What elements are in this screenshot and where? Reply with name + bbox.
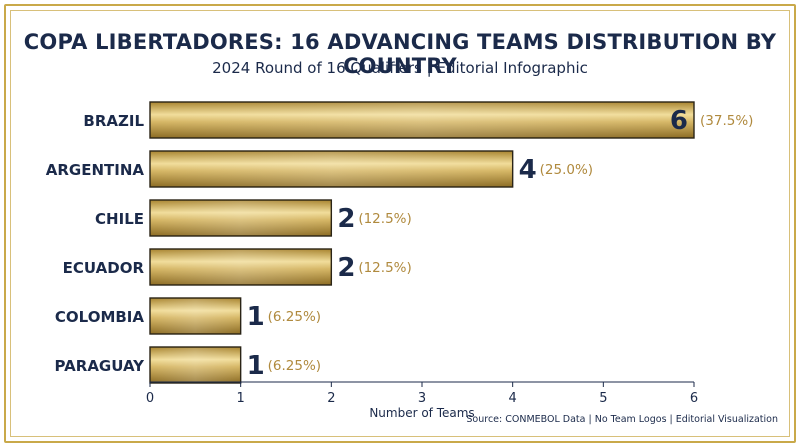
x-tick-label-3: 3	[418, 391, 426, 406]
bar-sheen-colombia	[151, 299, 240, 333]
x-tick-label-1: 1	[237, 391, 245, 406]
x-tick-label-5: 5	[599, 391, 607, 406]
bars-layer: BRAZIL 6 (37.5%)ARGENTINA 4 (25.0%)CHILE 2 (12…	[46, 101, 753, 384]
percent-label-ecuador: (12.5%)	[358, 260, 411, 276]
percent-label-chile: (12.5%)	[358, 211, 411, 227]
bar-sheen-brazil	[151, 103, 693, 137]
x-axis: 0 1 2 3 4 5 6	[146, 381, 698, 406]
bar-sheen-paraguay	[151, 348, 240, 382]
x-tick-label-4: 4	[509, 391, 517, 406]
x-axis-label: Number of Teams	[369, 406, 474, 420]
category-label-paraguay: PARAGUAY	[55, 357, 146, 375]
bar-sheen-ecuador	[151, 250, 331, 284]
value-label-paraguay: 1	[247, 351, 265, 381]
category-label-argentina: ARGENTINA	[46, 161, 145, 179]
category-label-ecuador: ECUADOR	[63, 259, 145, 277]
percent-label-colombia: (6.25%)	[268, 309, 321, 325]
percent-label-argentina: (25.0%)	[540, 162, 593, 178]
source-note: Source: CONMEBOL Data | No Team Logos | …	[466, 414, 778, 425]
x-tick-label-0: 0	[146, 391, 154, 406]
value-label-argentina: 4	[519, 155, 537, 185]
category-label-colombia: COLOMBIA	[55, 308, 144, 326]
percent-label-paraguay: (6.25%)	[268, 358, 321, 374]
category-label-brazil: BRAZIL	[83, 112, 144, 130]
value-label-colombia: 1	[247, 302, 265, 332]
value-label-chile: 2	[337, 204, 355, 234]
outer-frame	[4, 4, 796, 443]
category-label-chile: CHILE	[95, 210, 144, 228]
x-tick-label-6: 6	[690, 391, 698, 406]
inner-frame	[10, 10, 790, 437]
chart-title: COPA LIBERTADORES: 16 ADVANCING TEAMS DI…	[23, 30, 777, 78]
chart-subtitle: 2024 Round of 16 Qualifiers | Editorial …	[212, 59, 588, 77]
value-label-ecuador: 2	[337, 253, 355, 283]
x-tick-label-2: 2	[327, 391, 335, 406]
value-label-brazil: 6	[670, 106, 688, 136]
percent-label-brazil: (37.5%)	[700, 113, 753, 129]
bar-sheen-argentina	[151, 152, 512, 186]
bar-sheen-chile	[151, 201, 331, 235]
